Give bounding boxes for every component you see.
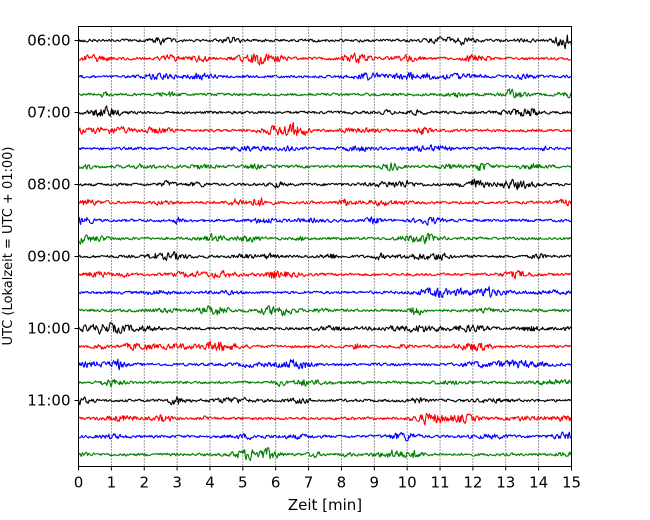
y-axis-ticks: 06:00 07:00 08:00 09:00 10:00 11:00	[27, 32, 79, 410]
x-tick-label: 1	[107, 474, 117, 492]
x-tick-label: 0	[74, 474, 84, 492]
plot-frame	[78, 26, 572, 467]
x-tick-label: 3	[172, 474, 182, 492]
y-tick-label: 08:00	[27, 176, 70, 194]
seismic-trace	[78, 197, 573, 207]
y-tick-label: 11:00	[27, 392, 70, 410]
x-tick-label: 9	[370, 474, 380, 492]
seismic-trace	[77, 340, 572, 352]
seismic-trace	[77, 396, 572, 406]
seismic-trace	[78, 412, 573, 426]
x-axis-ticks: 0 1 2 3 4 5 6 7 8 9 10 11 12 13 14 15	[74, 466, 581, 492]
x-tick-label: 13	[496, 474, 515, 492]
grid-layer	[110, 26, 540, 467]
x-tick-label: 2	[139, 474, 149, 492]
seismic-trace	[78, 251, 572, 261]
x-axis-label: Zeit [min]	[288, 496, 362, 514]
seismic-trace	[78, 286, 572, 299]
seismic-trace	[78, 52, 572, 66]
seismic-trace	[78, 122, 572, 137]
x-tick-label: 15	[562, 474, 581, 492]
seismic-trace	[78, 431, 572, 442]
seismic-trace	[78, 305, 572, 317]
seismic-trace	[78, 34, 573, 50]
y-tick-label: 07:00	[27, 104, 70, 122]
x-tick-label: 6	[271, 474, 281, 492]
y-axis-label: UTC (Lokalzeit = UTC + 01:00)	[1, 147, 16, 346]
seismic-trace	[78, 178, 572, 191]
x-tick-label: 5	[238, 474, 248, 492]
seismic-trace	[78, 88, 572, 99]
seismic-trace	[78, 378, 573, 388]
seismic-trace	[78, 71, 572, 81]
x-tick-label: 14	[529, 474, 548, 492]
x-tick-label: 10	[398, 474, 417, 492]
trace-layer	[77, 34, 573, 462]
seismic-trace	[78, 358, 572, 371]
seismic-trace	[78, 447, 572, 462]
seismic-trace	[77, 162, 572, 172]
seismic-trace	[78, 105, 573, 118]
y-tick-label: 10:00	[27, 320, 70, 338]
y-tick-label: 09:00	[27, 248, 70, 266]
x-tick-label: 12	[463, 474, 482, 492]
x-tick-label: 8	[337, 474, 347, 492]
x-tick-label: 4	[205, 474, 215, 492]
x-tick-label: 11	[430, 474, 449, 492]
seismic-trace	[78, 144, 572, 153]
seismic-trace	[77, 232, 572, 245]
seismic-trace	[78, 321, 572, 335]
seismic-trace	[78, 216, 572, 226]
x-tick-label: 7	[304, 474, 314, 492]
seismic-trace	[78, 269, 573, 280]
y-tick-label: 06:00	[27, 32, 70, 50]
